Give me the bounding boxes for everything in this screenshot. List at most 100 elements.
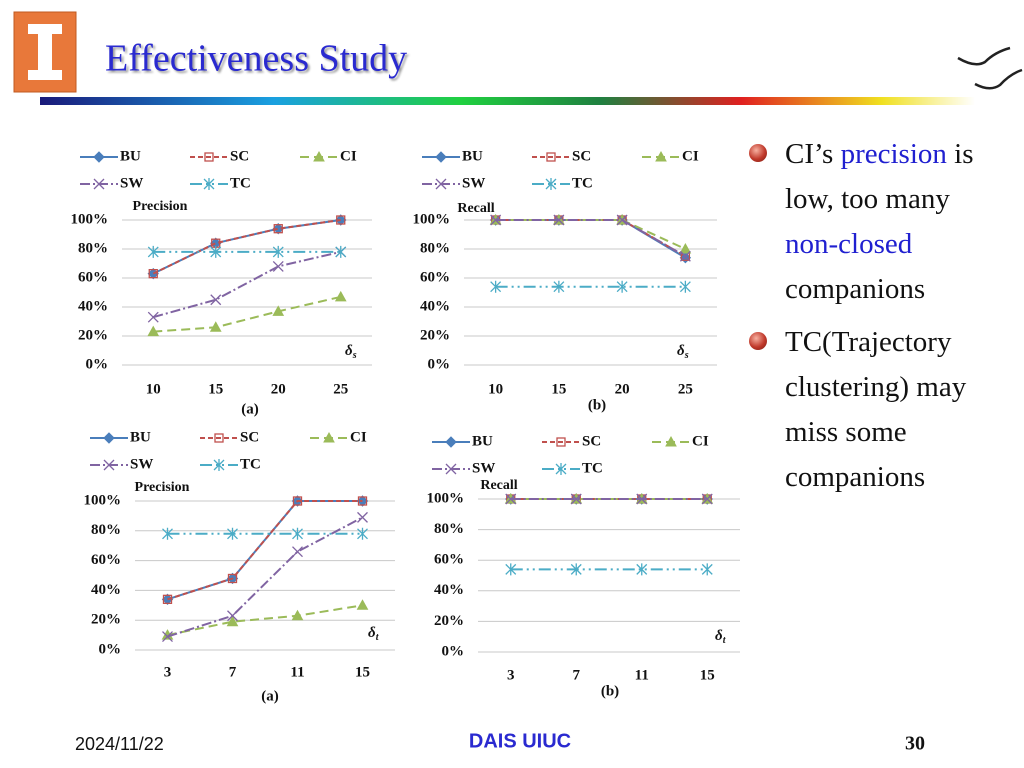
- legend-marker: [204, 152, 214, 162]
- marker: [162, 527, 173, 540]
- legend-marker: [556, 437, 566, 447]
- marker: [162, 631, 173, 643]
- legend-label: SW: [462, 175, 485, 191]
- footer-center: DAIS UIUC: [469, 730, 571, 752]
- legend-marker: [214, 433, 224, 443]
- legend-label: CI: [692, 433, 709, 449]
- y-tick-label: 0%: [442, 643, 465, 659]
- marker: [210, 245, 222, 258]
- legend-marker: [213, 459, 225, 471]
- y-tick-label: 100%: [413, 211, 451, 227]
- y-tick-label: 0%: [86, 356, 109, 372]
- marker: [553, 280, 565, 293]
- slide-title: Effectiveness Study: [105, 38, 407, 80]
- x-tick-label: 7: [573, 667, 581, 683]
- marker: [272, 245, 284, 258]
- x-axis-label-main: δ: [677, 343, 685, 359]
- x-tick-label: 25: [678, 381, 693, 397]
- birds: [957, 46, 1023, 90]
- marker: [272, 222, 284, 235]
- x-tick-label: 11: [635, 667, 649, 683]
- legend-label: BU: [462, 148, 483, 164]
- marker: [553, 214, 565, 226]
- y-axis-label: Precision: [133, 199, 188, 214]
- y-tick-label: 60%: [434, 552, 464, 568]
- marker: [616, 214, 628, 226]
- legend-marker: [555, 463, 567, 475]
- legend-label: TC: [582, 460, 603, 476]
- y-tick-label: 20%: [420, 327, 450, 343]
- marker: [292, 546, 303, 558]
- bullet-text: companions: [785, 228, 926, 305]
- series-line: [152, 219, 341, 275]
- legend-label: BU: [130, 429, 151, 445]
- marker: [335, 245, 347, 258]
- logo: [13, 11, 77, 93]
- x-tick-label: 15: [700, 667, 715, 683]
- legend-marker: [546, 152, 556, 162]
- legend-label: TC: [240, 456, 261, 472]
- x-tick-label: 3: [507, 667, 515, 683]
- bullet-text: precision: [840, 138, 947, 170]
- marker: [292, 496, 303, 506]
- marker: [227, 610, 238, 622]
- bullet-text: is low, too many: [785, 138, 981, 215]
- y-tick-label: 80%: [91, 522, 121, 538]
- legend-label: CI: [340, 148, 357, 164]
- y-tick-label: 80%: [420, 240, 450, 256]
- marker: [490, 280, 502, 293]
- legend-marker: [445, 463, 457, 475]
- legend-marker: [93, 151, 105, 163]
- legend-marker: [93, 178, 105, 190]
- x-tick-label: 25: [333, 381, 348, 397]
- bullet-icon: [749, 332, 767, 350]
- series-line: [495, 219, 686, 258]
- bullet: CI’s precision is low, too many non-clos…: [749, 132, 990, 312]
- marker: [701, 493, 713, 505]
- series-line: [167, 500, 363, 601]
- series-line: [152, 219, 341, 275]
- marker: [490, 214, 502, 226]
- marker: [679, 242, 692, 254]
- legend-marker: [313, 150, 325, 162]
- x-tick-label: 20: [271, 381, 286, 397]
- marker: [292, 527, 303, 540]
- marker: [147, 245, 159, 258]
- x-tick-label: 10: [146, 381, 161, 397]
- legend-marker: [435, 178, 447, 190]
- marker: [148, 268, 158, 279]
- y-tick-label: 20%: [434, 613, 464, 629]
- bullet-text: TC(Trajectory clustering) may miss some …: [785, 326, 974, 493]
- marker: [636, 563, 648, 576]
- marker: [291, 609, 304, 621]
- y-tick-label: 20%: [91, 612, 121, 628]
- y-tick-label: 100%: [427, 490, 465, 506]
- title-rule: [40, 97, 975, 105]
- marker: [701, 563, 713, 576]
- legend-label: TC: [230, 175, 251, 191]
- marker: [273, 224, 283, 234]
- marker: [227, 527, 238, 540]
- y-tick-label: 20%: [78, 327, 108, 343]
- marker: [357, 511, 368, 523]
- legend-marker: [655, 150, 667, 162]
- legend-label: SC: [572, 148, 591, 164]
- marker: [210, 294, 222, 306]
- marker: [226, 615, 239, 627]
- y-tick-label: 100%: [71, 211, 109, 227]
- bullet-text: CI’s: [785, 138, 841, 170]
- x-axis-label-sub: t: [723, 635, 727, 646]
- bullet: TC(Trajectory clustering) may miss some …: [749, 320, 990, 500]
- marker: [636, 493, 648, 505]
- chart-caption: (a): [241, 401, 259, 417]
- legend-marker: [445, 436, 457, 448]
- series-line: [167, 604, 363, 637]
- x-tick-label: 15: [551, 381, 566, 397]
- x-tick-label: 10: [488, 381, 503, 397]
- y-tick-label: 0%: [428, 356, 451, 372]
- series-line: [152, 250, 341, 319]
- legend-label: CI: [350, 429, 367, 445]
- y-tick-label: 60%: [91, 552, 121, 568]
- chart-caption: (a): [261, 688, 279, 704]
